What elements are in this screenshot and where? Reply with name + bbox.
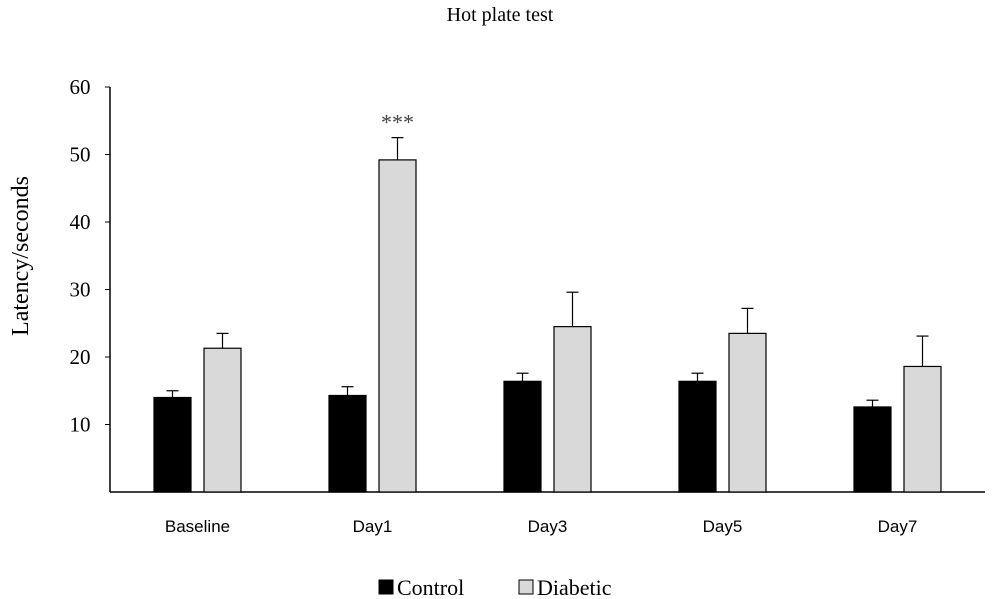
- y-tick-label: 50: [70, 143, 91, 167]
- legend: Control Diabetic: [378, 575, 612, 599]
- bar-diabetic-baseline: [203, 347, 242, 493]
- y-tick-label: 60: [70, 75, 91, 99]
- significance-annotation: ***: [381, 110, 414, 135]
- bar-control-baseline: [153, 396, 192, 493]
- bar-diabetic-day1: [378, 159, 417, 493]
- legend-label-control: Control: [397, 575, 464, 599]
- legend-swatch-control: [378, 579, 394, 595]
- y-tick-label: 40: [70, 210, 91, 234]
- bar-control-day7: [853, 406, 892, 493]
- legend-label-diabetic: Diabetic: [537, 575, 612, 599]
- bar-diabetic-day7: [903, 365, 942, 493]
- chart-title: Hot plate test: [447, 4, 554, 26]
- x-tick-label: Day1: [353, 517, 393, 536]
- y-axis-label: Latency/seconds: [8, 176, 34, 336]
- x-tick-label: Day3: [528, 517, 568, 536]
- y-tick-label: 10: [70, 413, 91, 437]
- bar-diabetic-day3: [553, 326, 592, 493]
- y-tick-label: 20: [70, 345, 91, 369]
- y-tick-label: 30: [70, 278, 91, 302]
- x-tick-label: Baseline: [165, 517, 230, 536]
- x-tick-labels: Baseline Day1 Day3 Day5 Day7: [165, 517, 917, 536]
- bar-control-day1: [328, 394, 367, 493]
- bar-diabetic-day5: [728, 332, 767, 493]
- bar-control-day3: [503, 380, 542, 493]
- bar-control-day5: [678, 380, 717, 493]
- y-tick-labels: 10 20 30 40 50 60: [70, 75, 110, 437]
- x-tick-label: Day7: [878, 517, 918, 536]
- x-tick-label: Day5: [703, 517, 743, 536]
- bars: [153, 137, 942, 493]
- legend-swatch-diabetic: [518, 579, 534, 595]
- annotations: ***: [381, 110, 414, 135]
